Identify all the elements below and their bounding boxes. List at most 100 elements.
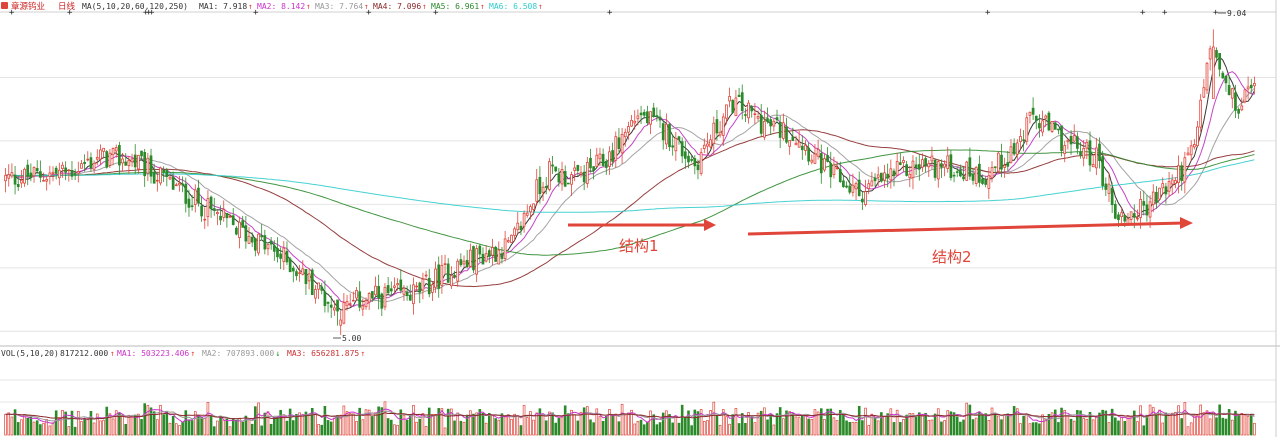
- candle-body: [73, 173, 77, 176]
- volume-bar: [974, 417, 978, 436]
- candle-body: [683, 151, 687, 159]
- volume-bar: [1155, 414, 1158, 436]
- event-marker[interactable]: +: [149, 8, 155, 18]
- volume-bar: [1041, 414, 1044, 436]
- candle-body: [633, 120, 637, 124]
- volume-bar: [481, 412, 485, 436]
- volume-bar: [1208, 418, 1212, 436]
- volume-bar: [250, 423, 254, 436]
- ma6-line: [5, 159, 1255, 213]
- volume-bar: [1253, 422, 1256, 436]
- candle: [89, 152, 93, 172]
- event-marker[interactable]: +: [607, 8, 613, 18]
- candle-body: [990, 167, 994, 179]
- candle-body: [70, 169, 74, 177]
- candle-body: [813, 153, 817, 164]
- candle: [291, 265, 295, 283]
- volume-bar: [73, 426, 77, 436]
- volume-bar: [1101, 409, 1104, 436]
- candle-body: [946, 155, 950, 169]
- volume-bar: [696, 411, 700, 436]
- candle: [1145, 194, 1149, 222]
- candle: [567, 182, 570, 185]
- volume-bar: [750, 416, 754, 436]
- candle-body: [924, 158, 927, 167]
- candle: [352, 291, 355, 302]
- candle: [244, 216, 248, 249]
- candle: [178, 175, 181, 192]
- volume-bar: [646, 421, 649, 436]
- event-marker[interactable]: +: [1213, 8, 1219, 18]
- candle: [661, 120, 665, 150]
- volume-bar: [20, 419, 23, 436]
- candle: [51, 166, 55, 182]
- candle-body: [7, 174, 11, 179]
- volume-bar: [914, 416, 918, 436]
- candle-body: [1246, 86, 1250, 90]
- candle: [981, 174, 984, 186]
- candle-body: [864, 191, 867, 205]
- candle-body: [1177, 165, 1180, 183]
- ma5-arrow: ↑: [480, 2, 485, 11]
- candle: [241, 215, 245, 228]
- volume-bar: [978, 411, 981, 436]
- volume-bar: [570, 409, 573, 436]
- event-marker[interactable]: +: [1140, 8, 1146, 18]
- volume-bar: [89, 411, 93, 436]
- volume-bar: [788, 411, 791, 436]
- volume-bar: [715, 415, 719, 436]
- volume-bar: [500, 413, 504, 436]
- event-marker[interactable]: +: [67, 8, 73, 18]
- candle-body: [525, 212, 529, 216]
- candle-body: [753, 113, 757, 116]
- volume-bar: [1145, 414, 1149, 436]
- volume-bar: [108, 413, 112, 436]
- candle-body: [1082, 147, 1086, 159]
- candle: [715, 110, 719, 141]
- event-marker[interactable]: +: [366, 8, 372, 18]
- candle-body: [1221, 72, 1225, 79]
- candle: [794, 135, 798, 146]
- candle-body: [162, 169, 166, 173]
- candle-body: [649, 111, 652, 125]
- event-marker[interactable]: +: [143, 8, 149, 18]
- volume-bar: [734, 408, 738, 436]
- candle-body: [468, 249, 472, 267]
- candle-body: [440, 264, 444, 286]
- candle-body: [108, 152, 112, 166]
- settings-icon[interactable]: [1, 2, 8, 9]
- event-marker[interactable]: +: [146, 8, 152, 18]
- event-marker[interactable]: +: [9, 8, 15, 18]
- volume-bar: [396, 424, 399, 436]
- event-marker[interactable]: +: [253, 8, 259, 18]
- candlesticks: [4, 29, 1256, 335]
- volume-bar: [269, 423, 273, 436]
- volume-bar: [355, 421, 358, 436]
- candle: [206, 190, 210, 227]
- candle: [1025, 112, 1029, 146]
- candle: [680, 137, 684, 164]
- candle: [364, 297, 368, 310]
- candle: [1091, 156, 1095, 168]
- event-marker[interactable]: +: [985, 8, 991, 18]
- candle: [706, 132, 709, 156]
- candle-body: [1104, 183, 1108, 190]
- candle: [282, 241, 286, 271]
- volume-bar: [744, 423, 747, 436]
- event-marker[interactable]: +: [1162, 8, 1168, 18]
- ma2-legend: MA2: 8.142: [257, 2, 305, 11]
- event-marker[interactable]: +: [433, 8, 439, 18]
- candle-body: [491, 247, 494, 256]
- volume-bar: [146, 405, 150, 436]
- candle-body: [184, 183, 188, 204]
- volume-bar: [586, 406, 589, 436]
- candle: [674, 131, 678, 161]
- candle-body: [54, 167, 58, 174]
- candle: [1072, 124, 1076, 143]
- candle: [212, 197, 216, 216]
- candle: [946, 146, 950, 173]
- volume-bar: [377, 406, 380, 436]
- volume-bar: [1022, 415, 1025, 436]
- candle: [813, 143, 817, 164]
- volume-bar: [861, 420, 864, 436]
